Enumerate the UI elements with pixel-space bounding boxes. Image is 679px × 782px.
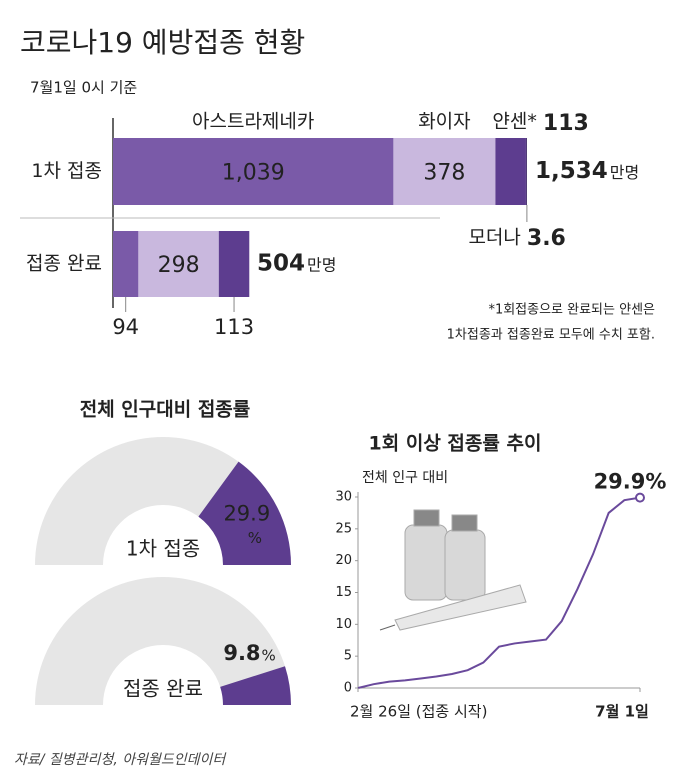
gauge-track	[35, 577, 291, 705]
category-label: 접종 완료	[26, 253, 102, 275]
y-tick-label: 15	[335, 585, 352, 600]
x-tick-label: 7월 1일	[595, 703, 649, 721]
gauge-unit: %	[262, 646, 276, 664]
value-label: 378	[423, 161, 465, 186]
total-label: 504	[257, 251, 305, 277]
bar-segment	[393, 138, 496, 205]
subtitle: 7월1일 0시 기준	[30, 79, 137, 97]
category-label: 1차 접종	[31, 160, 102, 182]
gauge-value	[198, 461, 291, 565]
gauge-unit: %	[248, 529, 262, 547]
legend-label: 모더나	[468, 227, 520, 249]
bar-segment	[113, 138, 394, 205]
value-label: 29.9%	[594, 470, 667, 494]
bar-segment	[113, 231, 139, 297]
end-point	[635, 492, 645, 503]
total-unit: 만명	[610, 163, 639, 182]
value-label: 113	[543, 111, 589, 136]
source: 자료/ 질병관리청, 아워월드인데이터	[14, 752, 227, 768]
x-tick-label: 2월 26일 (접종 시작)	[350, 703, 487, 721]
value-label: 1,039	[222, 161, 285, 186]
value-label: 3.6	[527, 226, 566, 251]
gauge-label: 접종 완료	[123, 677, 203, 701]
legend-label: 얀센*	[492, 111, 536, 133]
gauge-value	[220, 666, 291, 705]
footnote: 1차접종과 접종완료 모두에 수치 포함.	[447, 328, 655, 343]
legend-label: 아스트라제네카	[192, 111, 314, 133]
bar-segment	[495, 138, 526, 205]
chart-title: 1회 이상 접종률 추이	[369, 433, 542, 455]
vaccine-illustration	[379, 509, 527, 631]
total-unit: 만명	[307, 256, 336, 275]
legend-label: 화이자	[418, 111, 470, 133]
y-tick-label: 20	[335, 553, 352, 568]
chart-title: 전체 인구대비 접종률	[80, 399, 251, 421]
gauge-label: 1차 접종	[126, 537, 200, 561]
gauge-value-label: 9.8	[223, 641, 260, 665]
y-tick-label: 0	[344, 681, 352, 696]
value-label: 113	[214, 315, 254, 339]
bar-segment	[525, 138, 527, 205]
y-tick-label: 10	[335, 617, 352, 632]
bar-segment	[218, 231, 250, 297]
footnote: *1회접종으로 완료되는 얀센은	[488, 303, 655, 318]
y-tick-label: 25	[335, 521, 352, 536]
y-tick-label: 5	[344, 649, 352, 664]
y-axis-label: 전체 인구 대비	[362, 470, 448, 486]
total-label: 1,534	[535, 158, 608, 184]
bar-segment	[138, 231, 219, 297]
gauge-value-label: 29.9	[223, 501, 270, 525]
value-label: 94	[112, 315, 139, 339]
page-title: 코로나19 예방접종 현황	[20, 26, 305, 59]
y-tick-label: 30	[335, 490, 352, 505]
value-label: 298	[158, 253, 200, 278]
line	[357, 496, 641, 689]
